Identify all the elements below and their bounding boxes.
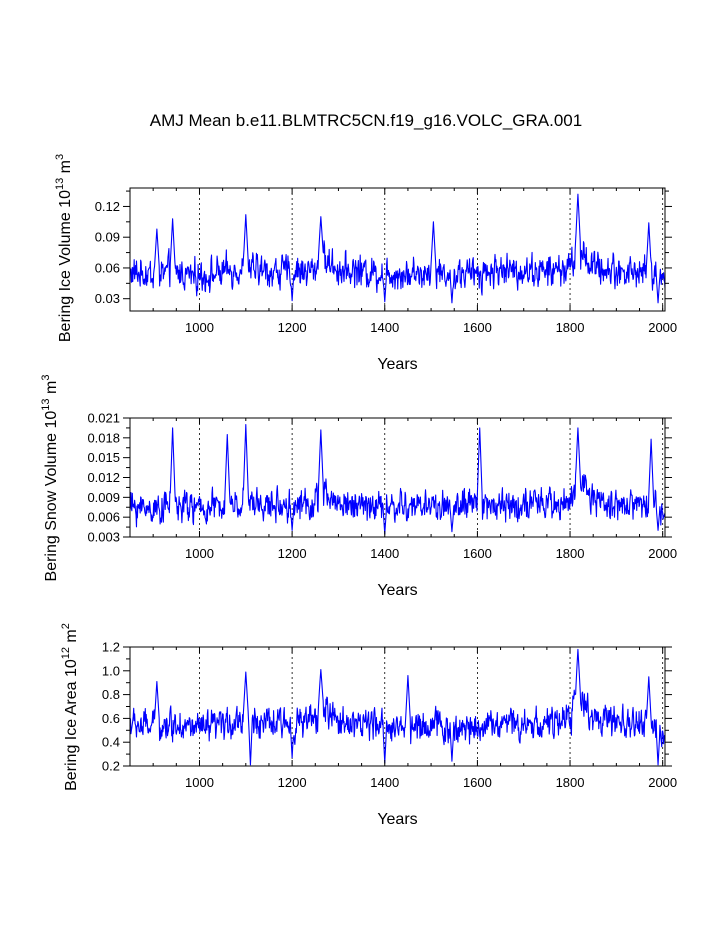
x-tick-label: 1800 [556,775,585,790]
x-tick-label: 1000 [185,320,214,335]
x-tick-label: 1400 [370,775,399,790]
y-tick-label: 0.03 [95,291,120,306]
y-axis-title: Bering Ice Area 1012 m2 [60,623,80,791]
x-tick-label: 1400 [370,320,399,335]
x-tick-label: 1000 [185,546,214,561]
y-tick-label: 0.4 [102,735,120,750]
x-tick-label: 1200 [278,320,307,335]
x-tick-label: 1600 [463,775,492,790]
y-tick-label: 0.021 [87,411,120,426]
y-tick-label: 0.12 [95,199,120,214]
x-tick-label: 1600 [463,546,492,561]
y-tick-label: 0.6 [102,711,120,726]
y-tick-label: 0.2 [102,759,120,774]
panel-ice-area: 1000 1200 1400 1600 1800 2000 0.2 0.4 0.6 0.8 1.0 1… [60,623,677,828]
x-tick-label: 2000 [648,546,677,561]
x-axis-title: Years [377,582,417,599]
y-tick-label: 1.2 [102,640,120,655]
x-tick-label: 2000 [648,320,677,335]
y-tick-label: 0.06 [95,260,120,275]
panel-ice-volume: 1000 1200 1400 1600 1800 2000 0.03 0.06 0.09 0.12… [54,154,677,373]
y-tick-label: 0.006 [87,510,120,525]
y-tick-label: 0.09 [95,230,120,245]
y-tick-label: 0.003 [87,530,120,545]
x-tick-label: 1200 [278,546,307,561]
y-tick-label: 0.8 [102,687,120,702]
y-tick-label: 0.012 [87,470,120,485]
x-tick-label: 2000 [648,775,677,790]
series-line-snow-volume [129,424,666,535]
y-tick-label: 0.018 [87,430,120,445]
x-tick-label: 1800 [556,320,585,335]
figure-title: AMJ Mean b.e11.BLMTRC5CN.f19_g16.VOLC_GR… [150,111,582,130]
y-tick-label: 1.0 [102,663,120,678]
x-axis-title: Years [377,356,417,373]
plot-frame [129,187,666,312]
y-tick-label: 0.015 [87,450,120,465]
series-line-ice-area [129,648,666,766]
panels: 1000 1200 1400 1600 1800 2000 0.03 0.06 0.09 0.12… [40,154,677,828]
x-tick-label: 1000 [185,775,214,790]
y-axis-title: Bering Ice Volume 1013 m3 [54,154,74,342]
x-tick-label: 1800 [556,546,585,561]
y-tick-label: 0.009 [87,490,120,505]
x-axis-title: Years [377,811,417,828]
series-line-ice-volume [129,193,666,304]
panel-snow-volume: 1000 1200 1400 1600 1800 2000 0.003 0.006 0.009 0… [40,375,677,599]
x-tick-label: 1200 [278,775,307,790]
x-tick-label: 1400 [370,546,399,561]
y-axis-title: Bering Snow Volume 1013 m3 [40,375,60,582]
x-tick-label: 1600 [463,320,492,335]
